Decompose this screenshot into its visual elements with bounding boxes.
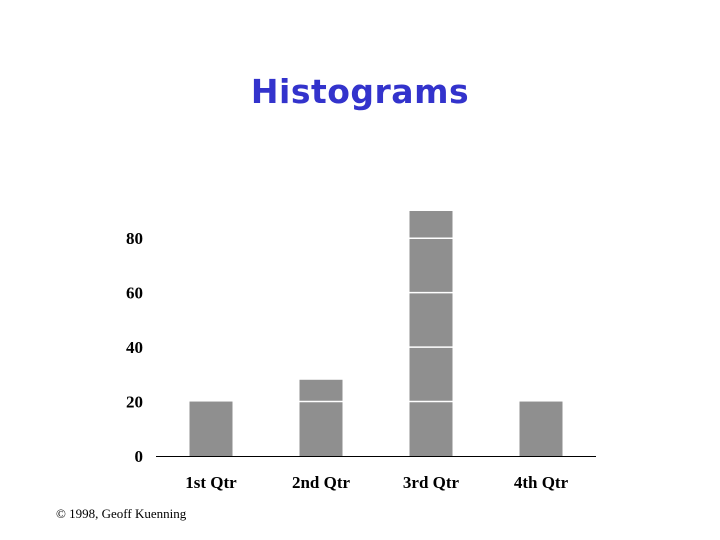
slide-title: Histograms: [250, 72, 470, 111]
y-tick-label: 60: [126, 284, 143, 303]
y-tick-label: 20: [126, 393, 143, 412]
x-tick-label: 1st Qtr: [185, 473, 237, 492]
bar-3: [409, 211, 453, 456]
bar-4: [519, 401, 563, 456]
bar-2: [299, 379, 343, 456]
x-tick-label: 2nd Qtr: [292, 473, 351, 492]
y-tick-label: 40: [126, 338, 143, 357]
x-tick-label: 4th Qtr: [514, 473, 569, 492]
x-tick-label: 3rd Qtr: [403, 473, 460, 492]
bar-1: [189, 401, 233, 456]
y-tick-label: 80: [126, 229, 143, 248]
y-tick-label: 0: [135, 447, 144, 466]
copyright-footer: © 1998, Geoff Kuenning: [56, 506, 187, 521]
